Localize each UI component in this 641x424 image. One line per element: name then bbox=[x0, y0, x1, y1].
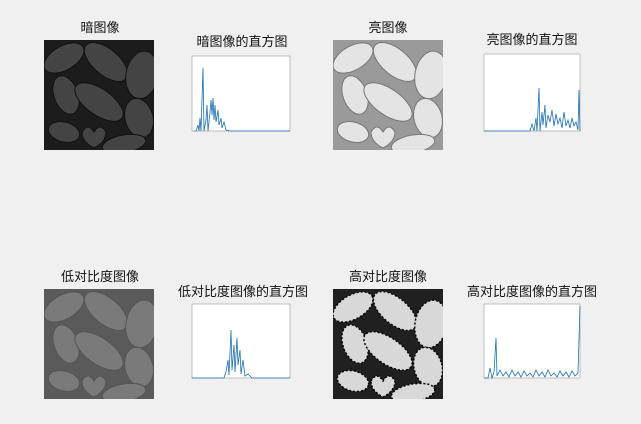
histogram bbox=[484, 87, 581, 132]
image-content bbox=[328, 284, 451, 405]
image-content bbox=[328, 35, 451, 156]
histogram-title: 高对比度图像的直方图 bbox=[467, 284, 597, 300]
image-title: 暗图像 bbox=[80, 21, 119, 36]
histogram-title: 暗图像的直方图 bbox=[196, 34, 287, 50]
histogram bbox=[194, 67, 290, 132]
histogram bbox=[192, 329, 290, 379]
histogram-axes bbox=[483, 303, 581, 379]
image-title: 高对比度图像 bbox=[349, 269, 427, 285]
histogram bbox=[484, 305, 581, 380]
histogram-axes bbox=[191, 55, 291, 132]
image-content bbox=[39, 35, 162, 156]
image-title: 亮图像 bbox=[368, 20, 407, 36]
image-content bbox=[39, 284, 162, 405]
histogram-axes bbox=[483, 53, 581, 132]
image-title: 低对比度图像 bbox=[61, 269, 139, 285]
histogram-title: 低对比度图像的直方图 bbox=[178, 284, 308, 300]
histogram-title: 亮图像的直方图 bbox=[486, 32, 577, 48]
